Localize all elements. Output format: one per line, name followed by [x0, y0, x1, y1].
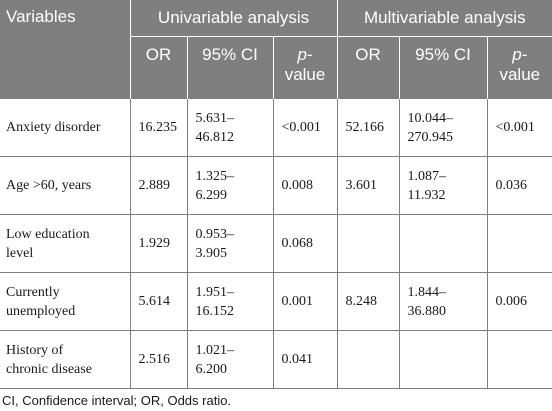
- header-univariable-p-value: p-value: [272, 36, 338, 99]
- multivariable-p-cell: 0.036: [486, 156, 552, 215]
- header-multivariable-or: OR: [336, 36, 400, 99]
- univariable-ci-cell: 5.631– 46.812: [186, 98, 273, 157]
- header-multivariable-analysis: Multivariable analysis: [336, 0, 552, 37]
- table-row: History of chronic disease 2.516 1.021– 6.…: [0, 330, 552, 389]
- univariable-p-cell: 0.041: [272, 330, 338, 389]
- univariable-p-cell: 0.068: [272, 214, 338, 273]
- multivariable-p-cell: [486, 330, 552, 389]
- univariable-p-cell: <0.001: [272, 98, 338, 157]
- row-label: Low education level: [0, 214, 130, 273]
- univariable-or-cell: 1.929: [129, 214, 187, 273]
- univariable-or-cell: 2.889: [129, 156, 187, 215]
- multivariable-ci-cell: 1.844– 36.880: [398, 272, 488, 331]
- multivariable-or-cell: 8.248: [336, 272, 400, 331]
- row-label: Age >60, years: [0, 156, 130, 215]
- multivariable-p-cell: [486, 214, 552, 273]
- results-table: Variables Univariable analysis Multivari…: [0, 0, 552, 389]
- multivariable-p-cell: 0.006: [486, 272, 552, 331]
- header-univariable-ci: 95% CI: [186, 36, 273, 99]
- multivariable-or-cell: 52.166: [336, 98, 400, 157]
- table-row: Anxiety disorder 16.235 5.631– 46.812 <0.…: [0, 98, 552, 157]
- multivariable-ci-cell: 10.044– 270.945: [398, 98, 488, 157]
- univariable-ci-cell: 1.325– 6.299: [186, 156, 273, 215]
- univariable-or-cell: 16.235: [129, 98, 187, 157]
- univariable-ci-cell: 0.953– 3.905: [186, 214, 273, 273]
- univariable-or-cell: 5.614: [129, 272, 187, 331]
- univariable-p-cell: 0.001: [272, 272, 338, 331]
- univariable-p-cell: 0.008: [272, 156, 338, 215]
- multivariable-or-cell: [336, 214, 400, 273]
- univariable-ci-cell: 1.951– 16.152: [186, 272, 273, 331]
- table-row: Low education level 1.929 0.953– 3.905 0.0…: [0, 214, 552, 273]
- multivariable-or-cell: [336, 330, 400, 389]
- header-univariable-or: OR: [129, 36, 187, 99]
- univariable-or-cell: 2.516: [129, 330, 187, 389]
- header-variables: Variables: [0, 0, 130, 99]
- row-label: History of chronic disease: [0, 330, 130, 389]
- univariable-ci-cell: 1.021– 6.200: [186, 330, 273, 389]
- table-footnote: CI, Confidence interval; OR, Odds ratio.: [2, 393, 232, 408]
- header-multivariable-ci: 95% CI: [398, 36, 488, 99]
- multivariable-or-cell: 3.601: [336, 156, 400, 215]
- multivariable-ci-cell: 1.087– 11.932: [398, 156, 488, 215]
- row-label: Currently unemployed: [0, 272, 130, 331]
- multivariable-p-cell: <0.001: [486, 98, 552, 157]
- table-row: Age >60, years 2.889 1.325– 6.299 0.008 3…: [0, 156, 552, 215]
- multivariable-ci-cell: [398, 214, 488, 273]
- header-univariable-analysis: Univariable analysis: [129, 0, 338, 37]
- header-multivariable-p-value: p-value: [486, 36, 552, 99]
- row-label: Anxiety disorder: [0, 98, 130, 157]
- table-row: Currently unemployed 5.614 1.951– 16.152 0…: [0, 272, 552, 331]
- multivariable-ci-cell: [398, 330, 488, 389]
